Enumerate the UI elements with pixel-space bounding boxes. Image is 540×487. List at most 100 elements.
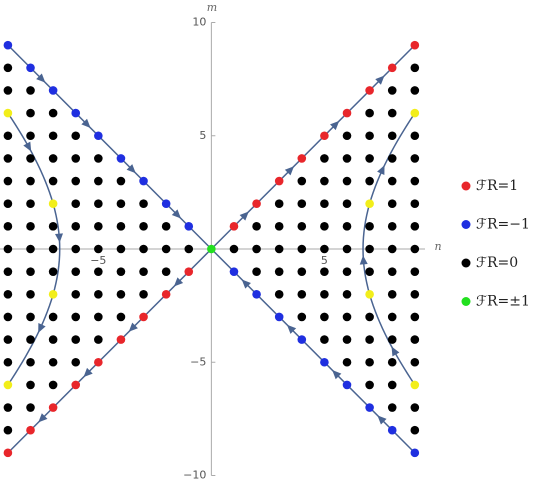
point bbox=[139, 244, 148, 254]
point bbox=[410, 357, 420, 367]
point bbox=[71, 199, 81, 208]
point bbox=[26, 176, 35, 186]
point bbox=[94, 199, 103, 208]
point bbox=[387, 357, 397, 367]
point bbox=[71, 357, 81, 367]
point bbox=[94, 131, 103, 141]
point bbox=[71, 380, 81, 390]
point bbox=[26, 403, 35, 412]
point bbox=[48, 176, 58, 186]
legend-label: ℱR=−1 bbox=[476, 217, 530, 233]
y-tick-label: 10 bbox=[192, 16, 206, 29]
point bbox=[116, 176, 126, 186]
point bbox=[365, 222, 374, 231]
point bbox=[320, 357, 329, 367]
point bbox=[161, 199, 171, 208]
point bbox=[3, 425, 13, 435]
point bbox=[48, 108, 58, 118]
point bbox=[342, 312, 352, 322]
point bbox=[161, 290, 171, 299]
point bbox=[252, 222, 261, 231]
point bbox=[94, 176, 103, 186]
point bbox=[26, 290, 35, 299]
point bbox=[3, 290, 13, 299]
point bbox=[365, 131, 374, 141]
point bbox=[94, 290, 103, 299]
point bbox=[410, 108, 420, 118]
point bbox=[252, 267, 261, 276]
point bbox=[94, 244, 103, 254]
point bbox=[342, 199, 352, 208]
point bbox=[48, 86, 58, 95]
point bbox=[297, 335, 307, 344]
point bbox=[229, 222, 239, 231]
point bbox=[3, 63, 13, 73]
point bbox=[387, 154, 397, 163]
point bbox=[387, 199, 397, 208]
point bbox=[94, 222, 103, 231]
point bbox=[26, 357, 35, 367]
point bbox=[342, 290, 352, 299]
point bbox=[387, 244, 397, 254]
point bbox=[116, 154, 126, 163]
legend-label: ℱR=0 bbox=[476, 255, 518, 271]
point bbox=[365, 244, 374, 254]
x-tick-label: −5 bbox=[90, 254, 106, 267]
point bbox=[48, 267, 58, 276]
point bbox=[139, 312, 148, 322]
point bbox=[320, 335, 329, 344]
point bbox=[116, 267, 126, 276]
legend-label: ℱR=±1 bbox=[476, 294, 530, 310]
point bbox=[207, 244, 216, 254]
point bbox=[297, 312, 307, 322]
point bbox=[3, 40, 13, 50]
point bbox=[387, 403, 397, 412]
x-tick-label: 5 bbox=[321, 254, 328, 267]
point bbox=[252, 244, 261, 254]
point bbox=[342, 154, 352, 163]
point bbox=[274, 222, 284, 231]
point bbox=[48, 380, 58, 390]
point bbox=[297, 199, 307, 208]
point bbox=[342, 357, 352, 367]
legend-swatch bbox=[461, 181, 471, 191]
point bbox=[3, 222, 13, 231]
point bbox=[387, 131, 397, 141]
flow-arrow bbox=[34, 322, 46, 335]
point bbox=[387, 335, 397, 344]
point bbox=[410, 63, 420, 73]
point bbox=[94, 154, 103, 163]
point bbox=[410, 425, 420, 435]
point bbox=[3, 244, 13, 254]
point bbox=[48, 222, 58, 231]
point bbox=[387, 222, 397, 231]
point bbox=[387, 267, 397, 276]
legend-swatch bbox=[461, 220, 471, 229]
point bbox=[184, 244, 194, 254]
point bbox=[71, 131, 81, 141]
point bbox=[410, 380, 420, 390]
point bbox=[3, 154, 13, 163]
point bbox=[26, 244, 35, 254]
point bbox=[320, 222, 329, 231]
point bbox=[26, 63, 35, 73]
point bbox=[274, 199, 284, 208]
point bbox=[71, 267, 81, 276]
point bbox=[26, 267, 35, 276]
point bbox=[48, 131, 58, 141]
point bbox=[116, 222, 126, 231]
point bbox=[410, 312, 420, 322]
point bbox=[342, 335, 352, 344]
point bbox=[410, 267, 420, 276]
y-tick-label: −5 bbox=[190, 355, 206, 368]
point bbox=[3, 108, 13, 118]
point bbox=[252, 199, 261, 208]
point bbox=[342, 176, 352, 186]
point bbox=[48, 154, 58, 163]
point bbox=[3, 131, 13, 141]
point bbox=[26, 86, 35, 95]
point bbox=[387, 425, 397, 435]
point bbox=[410, 335, 420, 344]
point bbox=[365, 335, 374, 344]
point bbox=[320, 267, 329, 276]
